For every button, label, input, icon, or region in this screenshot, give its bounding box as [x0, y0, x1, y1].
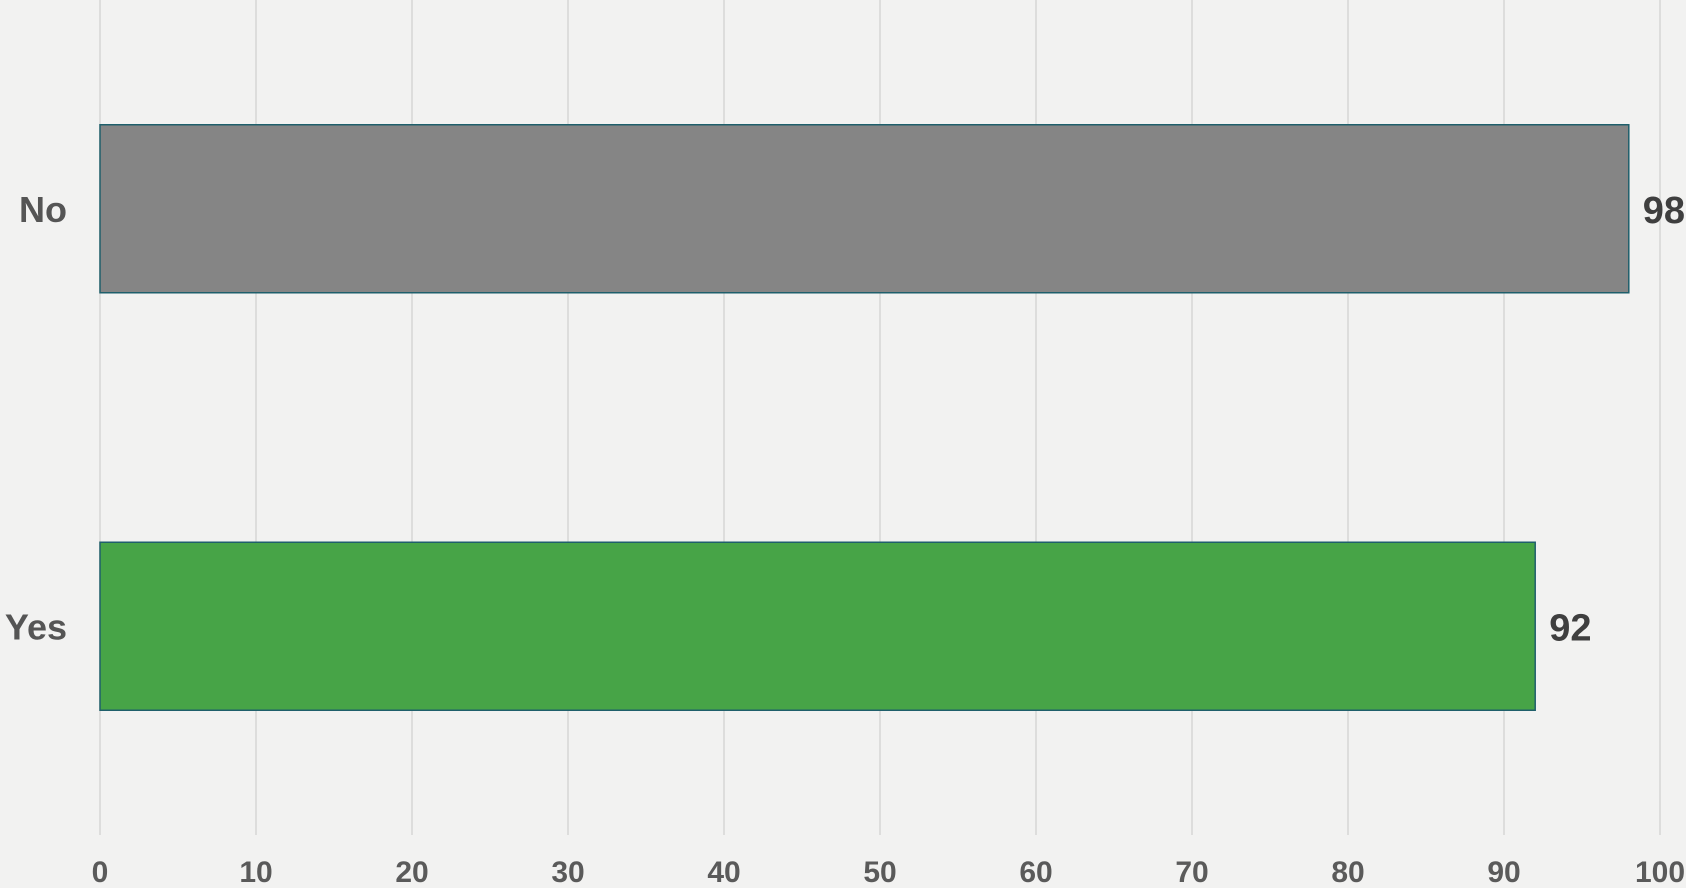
- x-tick-label-60: 60: [1019, 856, 1052, 888]
- x-tick-label-20: 20: [395, 856, 428, 888]
- x-tick-label-70: 70: [1175, 856, 1208, 888]
- category-axis: No Yes: [5, 189, 67, 648]
- value-axis: 0 10 20 30 40 50 60 70 80 90 100: [92, 856, 1685, 888]
- x-tick-label-80: 80: [1331, 856, 1364, 888]
- x-tick-label-30: 30: [551, 856, 584, 888]
- x-tick-label-100: 100: [1635, 856, 1685, 888]
- x-tick-label-90: 90: [1487, 856, 1520, 888]
- data-label-no: 98: [1643, 190, 1685, 232]
- data-labels: 98 92: [1549, 190, 1685, 650]
- category-label-no: No: [19, 189, 67, 230]
- x-tick-label-0: 0: [92, 856, 109, 888]
- x-tick-label-40: 40: [707, 856, 740, 888]
- bar-yes: [99, 541, 1536, 711]
- x-tick-label-10: 10: [239, 856, 272, 888]
- category-label-yes: Yes: [5, 606, 67, 647]
- bar-no: [99, 124, 1630, 294]
- data-label-yes: 92: [1549, 607, 1591, 649]
- bars: [99, 124, 1630, 711]
- x-tick-label-50: 50: [863, 856, 896, 888]
